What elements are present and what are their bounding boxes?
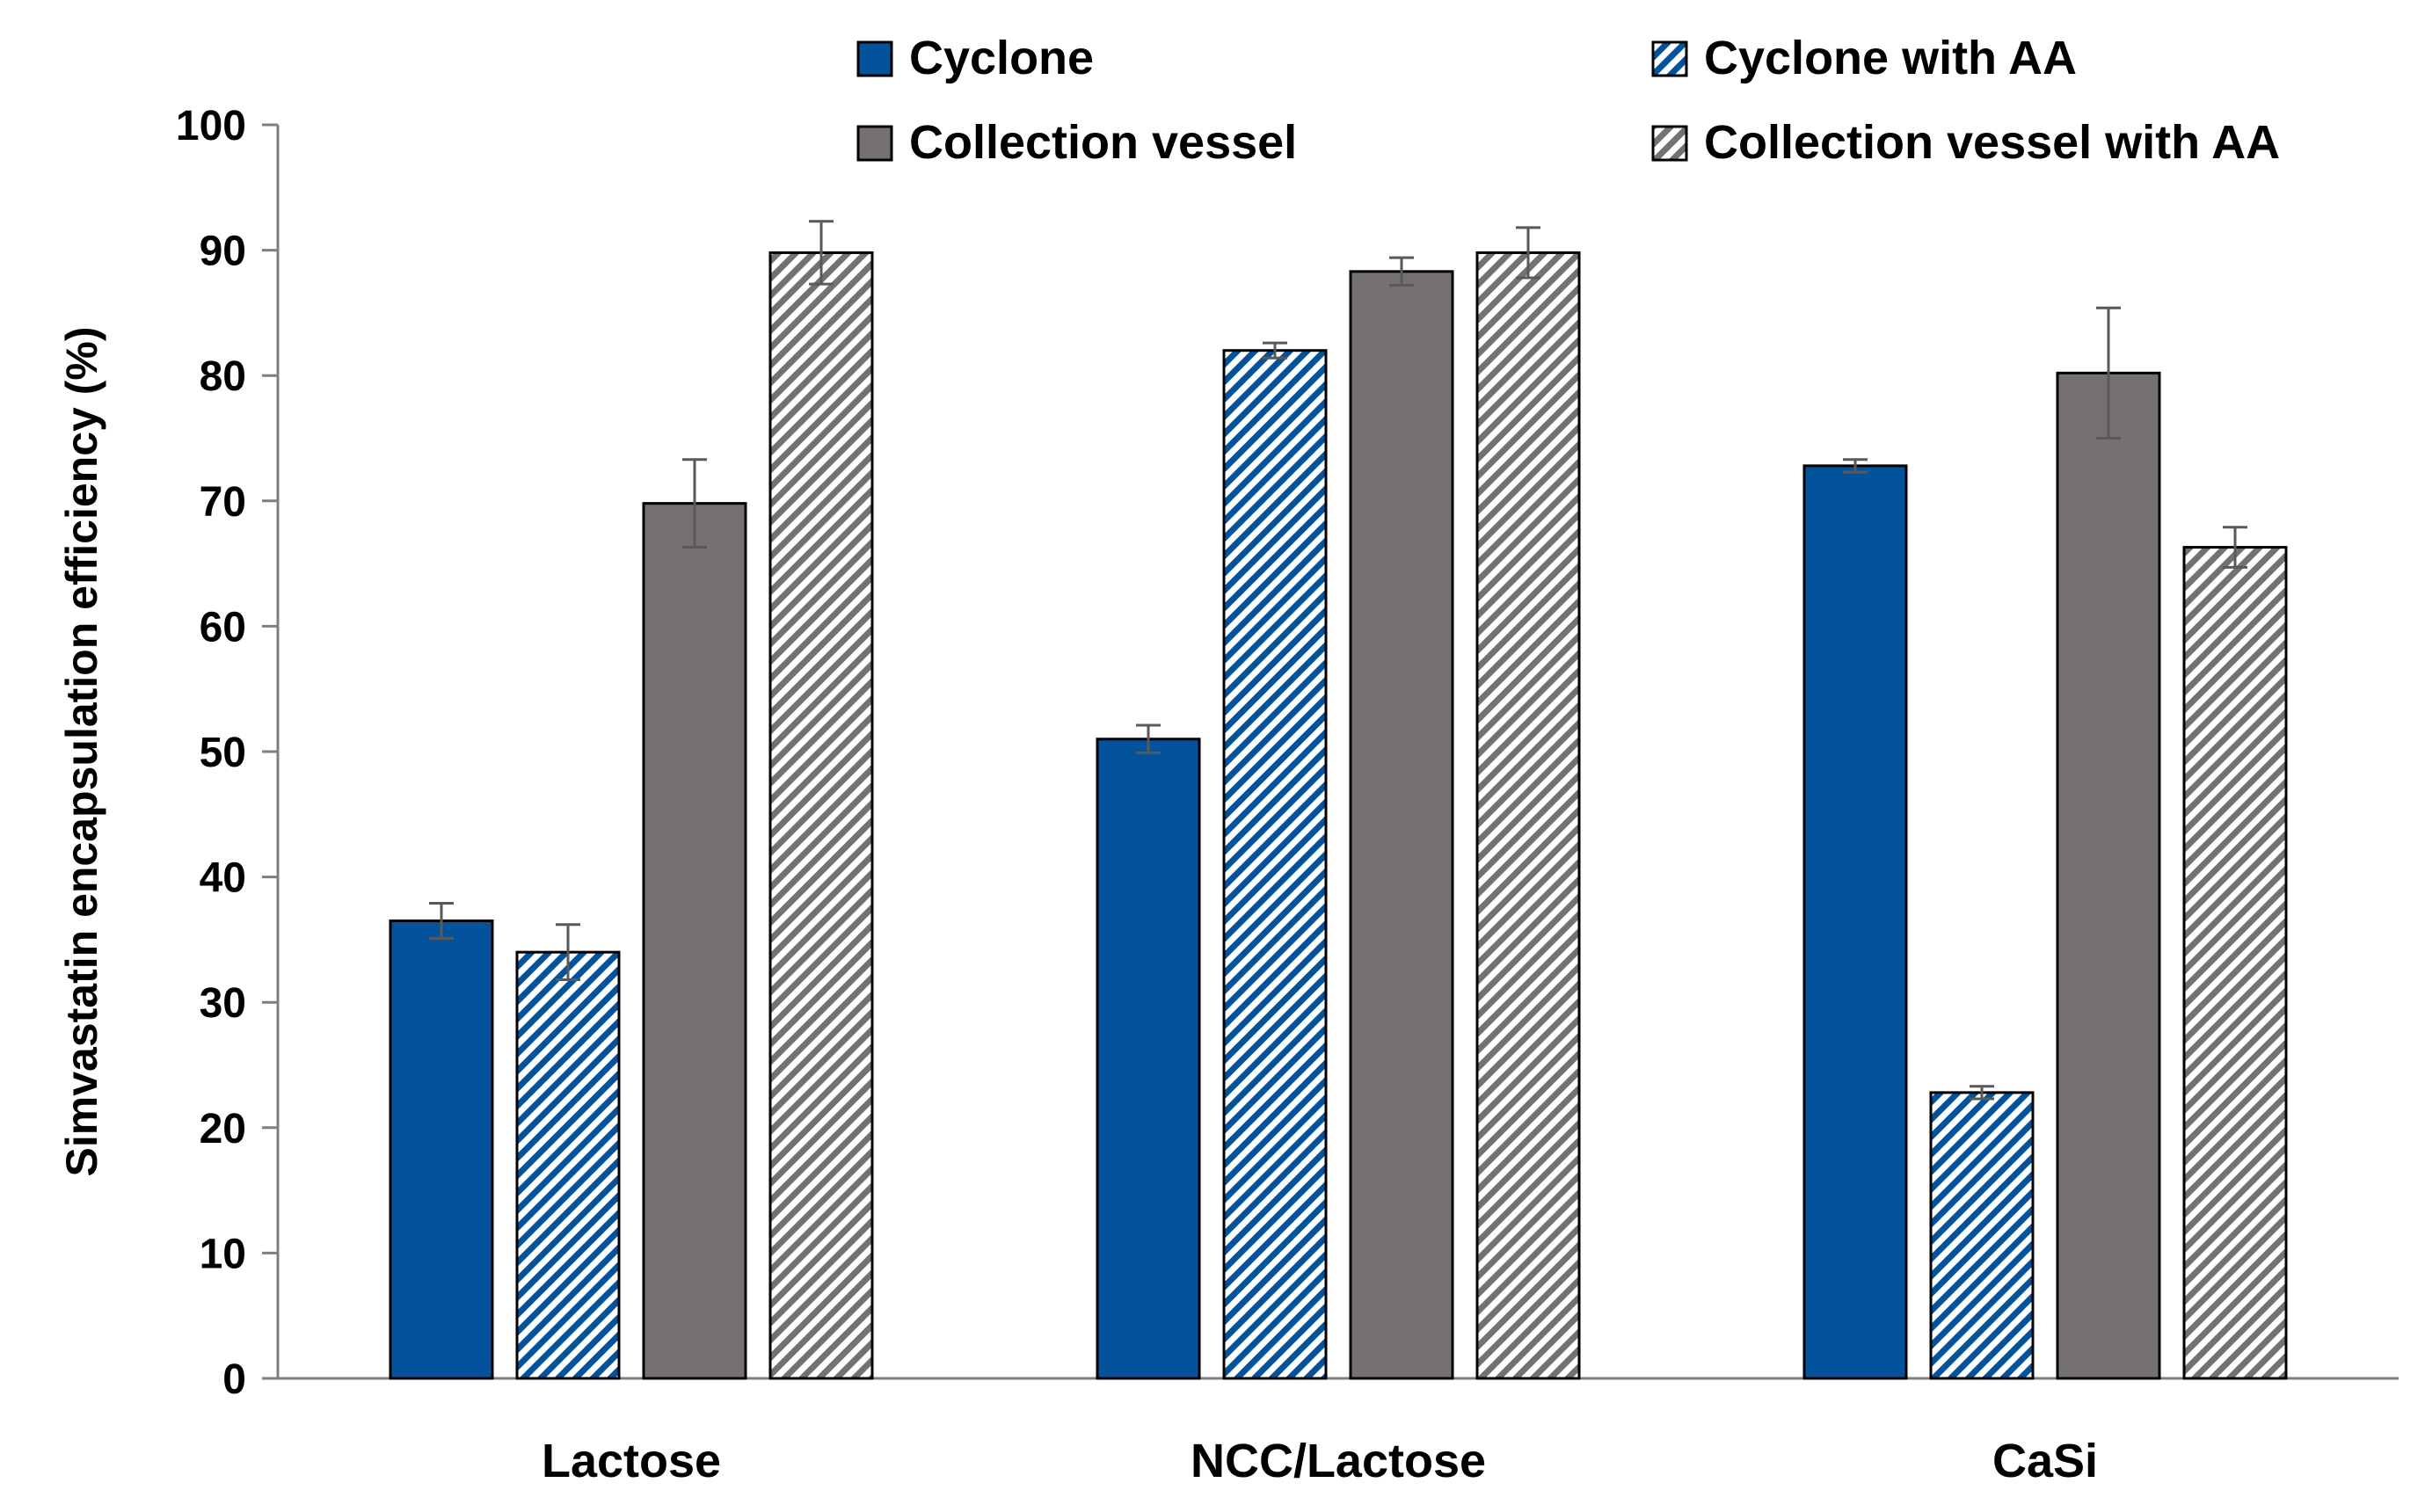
y-tick-label: 80 (200, 353, 246, 400)
x-category-label: CaSi (1992, 1435, 2098, 1487)
error-bar-ncc-lactose-cyclone-with-aa (1263, 341, 1287, 360)
legend-label: Cyclone with AA (1704, 32, 2077, 84)
y-tick-label: 0 (222, 1356, 246, 1403)
bar-casi-cyclone-with-aa (1929, 1091, 2035, 1380)
bar-lactose-cyclone (389, 920, 494, 1380)
bar-ncc-lactose-collection-vessel (1349, 270, 1454, 1380)
y-tick-label: 40 (200, 855, 246, 902)
error-bar-casi-cyclone-with-aa (1970, 1085, 1994, 1101)
x-category-label: Lactose (542, 1435, 721, 1487)
error-bar-lactose-collection-vessel (682, 458, 707, 549)
bar-ncc-lactose-cyclone (1096, 738, 1201, 1380)
y-tick-label: 60 (200, 604, 246, 651)
error-bars (429, 220, 2247, 1101)
y-tick-label: 100 (176, 103, 246, 149)
y-tick-label: 70 (200, 479, 246, 526)
error-bar-lactose-cyclone (429, 902, 454, 940)
legend-item-cyclone-with-aa: Cyclone with AA (1651, 32, 2077, 84)
y-axis-title: Simvastatin encapsulation efficiency (%) (57, 327, 106, 1177)
bar-casi-collection-vessel-with-aa (2182, 546, 2288, 1380)
legend-item-collection-vessel: Collection vessel (856, 116, 1297, 169)
y-tick-label: 90 (200, 229, 246, 275)
x-category-label: NCC/Lactose (1191, 1435, 1486, 1487)
y-tick-label: 30 (200, 980, 246, 1027)
legend-label: Collection vessel (909, 116, 1297, 169)
error-bar-ncc-lactose-collection-vessel-with-aa (1516, 226, 1540, 280)
error-bar-casi-collection-vessel-with-aa (2223, 526, 2247, 569)
bar-ncc-lactose-collection-vessel-with-aa (1475, 251, 1581, 1380)
legend-swatch (856, 125, 893, 162)
legend-label: Collection vessel with AA (1704, 116, 2280, 169)
legend-label: Cyclone (909, 32, 1094, 84)
error-bar-ncc-lactose-collection-vessel (1389, 256, 1414, 287)
error-bar-lactose-collection-vessel-with-aa (809, 220, 834, 286)
bar-casi-collection-vessel (2056, 371, 2161, 1380)
bar-lactose-collection-vessel-with-aa (768, 251, 874, 1380)
y-ticks: 0 10 20 30 40 50 60 70 80 90 100 (176, 103, 278, 1403)
legend-item-collection-vessel-with-aa: Collection vessel with AA (1651, 116, 2280, 169)
legend-swatch (1651, 40, 1688, 77)
bar-lactose-collection-vessel (642, 502, 747, 1380)
error-bar-casi-collection-vessel (2096, 306, 2121, 440)
legend-item-cyclone: Cyclone (856, 32, 1094, 84)
bar-casi-cyclone (1802, 464, 1908, 1380)
bars (389, 251, 2288, 1380)
legend-swatch (856, 40, 893, 77)
bar-lactose-cyclone-with-aa (515, 950, 621, 1380)
y-tick-label: 20 (200, 1106, 246, 1152)
y-tick-label: 10 (200, 1231, 246, 1277)
y-tick-label: 50 (200, 730, 246, 776)
error-bar-ncc-lactose-cyclone (1136, 723, 1161, 754)
error-bar-casi-cyclone (1843, 458, 1868, 474)
legend-swatch (1651, 125, 1688, 162)
legend: Cyclone Cyclone with AA Collection vessel C… (856, 32, 2280, 169)
error-bar-lactose-cyclone-with-aa (556, 923, 580, 982)
bar-ncc-lactose-cyclone-with-aa (1222, 349, 1328, 1380)
x-category-labels: Lactose NCC/Lactose CaSi (542, 1435, 2098, 1487)
